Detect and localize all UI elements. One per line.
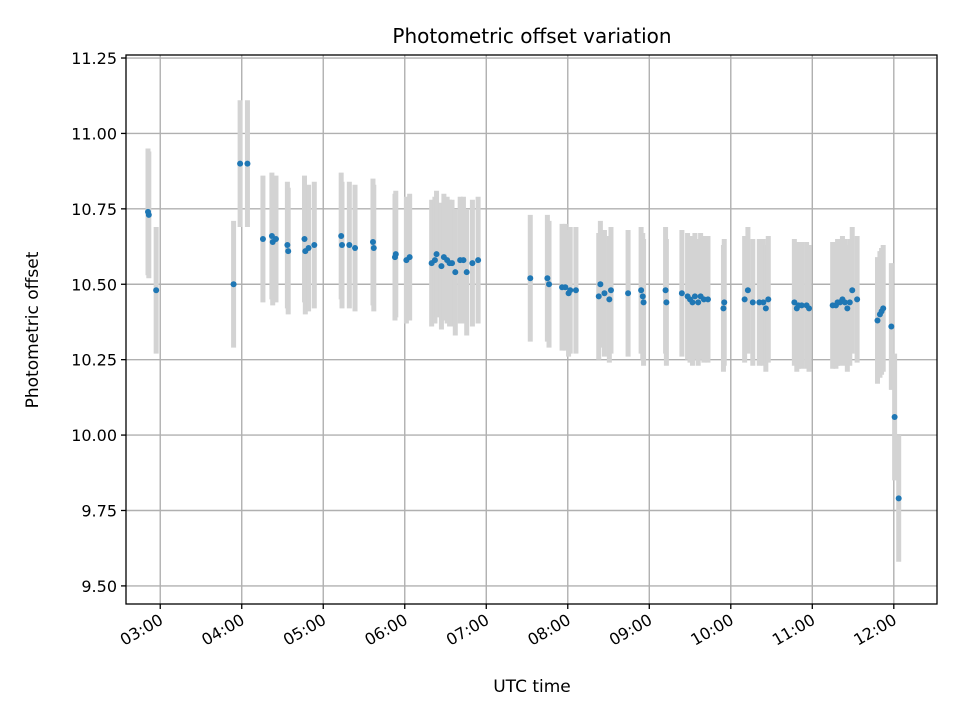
data-point bbox=[678, 290, 685, 297]
data-point bbox=[572, 287, 579, 294]
data-point bbox=[244, 160, 251, 167]
data-point bbox=[874, 317, 881, 324]
data-point bbox=[449, 260, 456, 267]
data-point bbox=[469, 260, 476, 267]
y-axis: 9.50 9.75 10.00 10.25 10.50 10.75 11.00 11.25 bbox=[71, 49, 126, 596]
y-tick-label: 10.50 bbox=[71, 275, 117, 294]
y-tick-label: 9.50 bbox=[81, 577, 117, 596]
data-point bbox=[305, 245, 312, 252]
data-point bbox=[433, 251, 440, 258]
y-axis-title: Photometric offset bbox=[23, 251, 43, 408]
data-point bbox=[895, 495, 902, 502]
data-point bbox=[625, 290, 632, 297]
data-point bbox=[237, 160, 244, 167]
data-point bbox=[689, 299, 696, 306]
y-tick-label: 10.25 bbox=[71, 351, 117, 370]
data-point bbox=[762, 305, 769, 312]
x-axis-title: UTC time bbox=[493, 677, 571, 697]
data-point bbox=[311, 242, 318, 249]
data-point bbox=[153, 287, 160, 294]
data-point bbox=[406, 254, 413, 261]
data-point bbox=[369, 239, 376, 246]
data-point bbox=[606, 296, 613, 303]
data-point bbox=[544, 275, 551, 282]
y-tick-label: 11.25 bbox=[71, 49, 117, 68]
data-point bbox=[663, 299, 670, 306]
data-point bbox=[259, 236, 266, 243]
y-tick-label: 10.75 bbox=[71, 200, 117, 219]
data-point bbox=[744, 287, 751, 294]
data-point bbox=[639, 293, 646, 300]
data-point bbox=[562, 284, 569, 291]
data-point bbox=[463, 269, 470, 276]
chart-title: Photometric offset variation bbox=[392, 24, 671, 48]
data-point bbox=[475, 257, 482, 264]
data-points bbox=[145, 160, 902, 502]
data-point bbox=[695, 299, 702, 306]
data-point bbox=[841, 299, 848, 306]
data-point bbox=[704, 296, 711, 303]
data-point bbox=[749, 299, 756, 306]
data-point bbox=[721, 299, 728, 306]
data-point bbox=[806, 305, 813, 312]
data-point bbox=[346, 242, 353, 249]
data-point bbox=[338, 242, 345, 249]
data-point bbox=[352, 245, 359, 252]
data-point bbox=[888, 323, 895, 330]
y-tick-label: 10.00 bbox=[71, 426, 117, 445]
data-point bbox=[846, 299, 853, 306]
data-point bbox=[880, 305, 887, 312]
data-point bbox=[431, 257, 438, 264]
data-point bbox=[284, 242, 291, 249]
data-point bbox=[438, 263, 445, 270]
data-point bbox=[854, 296, 861, 303]
data-point bbox=[891, 413, 898, 420]
data-point bbox=[741, 296, 748, 303]
y-tick-label: 9.75 bbox=[81, 501, 117, 520]
data-point bbox=[452, 269, 459, 276]
data-point bbox=[798, 302, 805, 309]
data-point bbox=[301, 236, 308, 243]
data-point bbox=[285, 248, 292, 255]
y-tick-label: 11.00 bbox=[71, 124, 117, 143]
data-point bbox=[392, 251, 399, 258]
data-point bbox=[760, 299, 767, 306]
data-point bbox=[230, 281, 237, 288]
data-point bbox=[765, 296, 772, 303]
data-point bbox=[145, 211, 152, 218]
data-point bbox=[370, 245, 377, 252]
data-point bbox=[720, 305, 727, 312]
data-point bbox=[844, 305, 851, 312]
data-point bbox=[567, 287, 574, 294]
data-point bbox=[597, 281, 604, 288]
data-point bbox=[849, 287, 856, 294]
plot-frame bbox=[125, 54, 938, 605]
data-point bbox=[640, 299, 647, 306]
data-point bbox=[460, 257, 467, 264]
data-point bbox=[601, 290, 608, 297]
data-point bbox=[527, 275, 534, 282]
data-point bbox=[691, 293, 698, 300]
data-point bbox=[607, 287, 614, 294]
data-point bbox=[638, 287, 645, 294]
data-point bbox=[546, 281, 553, 288]
data-point bbox=[595, 293, 602, 300]
data-point bbox=[662, 287, 669, 294]
data-point bbox=[338, 232, 345, 239]
data-point bbox=[272, 236, 279, 243]
